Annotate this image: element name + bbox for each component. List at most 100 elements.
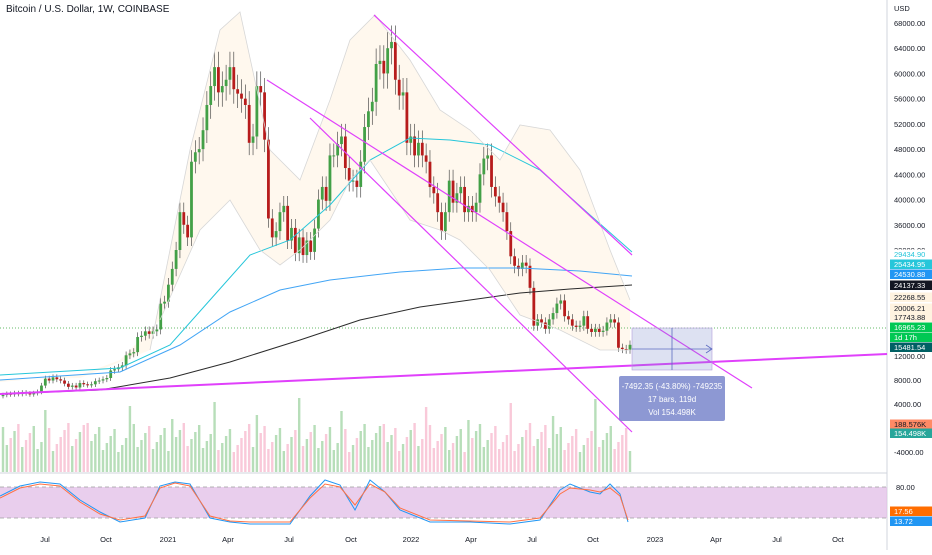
channel-mid-line [266, 79, 753, 389]
volume-bar [336, 443, 339, 472]
volume-bar [55, 444, 59, 472]
candle-body [374, 63, 378, 102]
candle-body [236, 89, 240, 94]
volume-bar [613, 449, 616, 472]
candle-body [359, 161, 363, 187]
volume-bar [524, 430, 528, 472]
volume-bar [94, 434, 97, 472]
candle-body [351, 180, 355, 182]
candle-body [213, 67, 216, 87]
volume-bar [282, 451, 286, 472]
candle-body [378, 60, 382, 64]
candle-body [574, 325, 578, 327]
volume-bar [144, 433, 147, 472]
candle-body [124, 355, 128, 366]
volume-bar [44, 410, 47, 472]
volume-bar [174, 437, 178, 472]
volume-bar [432, 448, 436, 472]
volume-bar [605, 433, 609, 472]
volume-bar [109, 436, 112, 472]
volume-bar [624, 428, 628, 472]
volume-bar [178, 430, 182, 472]
volume-bar [563, 450, 566, 472]
price-badge-text: 15481.54 [894, 343, 925, 352]
candle-body [209, 86, 213, 105]
bb-lower-line [159, 159, 630, 351]
candle-body [28, 393, 32, 395]
candle-body [513, 256, 517, 266]
price-badge [890, 269, 932, 279]
price-badge-text: 22268.55 [894, 293, 925, 302]
volume-bar [247, 424, 251, 472]
price-tick-label: 64000.00 [894, 44, 925, 53]
volume-bar [498, 449, 501, 472]
volume-bar [451, 443, 455, 472]
volume-bar [224, 436, 228, 472]
price-badge [890, 342, 932, 352]
time-tick-label: 2023 [647, 535, 664, 544]
volume-bar [359, 431, 362, 472]
candle-body [590, 328, 593, 332]
volume-bar [621, 435, 624, 472]
candle-body [370, 101, 374, 112]
candle-body [63, 380, 66, 384]
candle-body [86, 384, 90, 386]
candle-body [147, 331, 151, 334]
volume-bar [59, 437, 62, 472]
volume-bar [274, 435, 278, 472]
volume-bar [13, 431, 16, 472]
volume-bar [486, 440, 489, 472]
candle-body [505, 212, 509, 232]
candle-body [101, 379, 105, 381]
volume-bar [74, 439, 78, 472]
candle-body [355, 180, 359, 187]
volume-bar [1, 427, 5, 472]
time-tick-label: Jul [772, 535, 782, 544]
volume-bar [132, 424, 135, 472]
candle-body [582, 316, 586, 326]
volume-bar [71, 446, 74, 472]
price-tick-label: 44000.00 [894, 170, 925, 179]
candle-body [520, 262, 524, 269]
volume-bar [78, 432, 82, 472]
price-badge-text: 17.56 [894, 507, 913, 516]
candle-body [267, 139, 270, 219]
price-tick-label: 60000.00 [894, 69, 925, 78]
candle-body [66, 383, 70, 387]
price-badge [890, 428, 932, 438]
candle-body [474, 202, 478, 213]
volume-bar [394, 428, 397, 472]
candle-body [463, 186, 466, 213]
price-badge [890, 303, 932, 313]
candle-body [243, 98, 247, 105]
volume-bar [197, 425, 201, 472]
candle-body [120, 365, 124, 368]
candle-body [170, 268, 174, 285]
candle-body [490, 155, 493, 187]
candle-body [286, 205, 290, 241]
price-badge [890, 506, 932, 516]
candle-body [459, 186, 463, 194]
volume-bar [382, 424, 386, 472]
volume-bar [82, 425, 85, 472]
candle-body [347, 168, 351, 181]
volume-bar [567, 443, 570, 472]
candle-body [493, 186, 497, 197]
volume-bar [190, 439, 193, 472]
candle-body [220, 86, 224, 93]
candle-body [293, 227, 297, 254]
volume-bar [440, 434, 443, 472]
volume-bar [286, 444, 289, 472]
volume-bar [413, 423, 416, 472]
candle-body [90, 384, 93, 386]
candle-body [313, 228, 316, 252]
candle-body [340, 136, 343, 145]
volume-bar [332, 450, 336, 472]
price-badge [890, 516, 932, 526]
chart-title: Bitcoin / U.S. Dollar, 1W, COINBASE [6, 4, 170, 15]
time-tick-label: Oct [587, 535, 600, 544]
volume-bar [601, 440, 605, 472]
candle-body [93, 381, 97, 385]
price-badge-text: 13.72 [894, 517, 913, 526]
